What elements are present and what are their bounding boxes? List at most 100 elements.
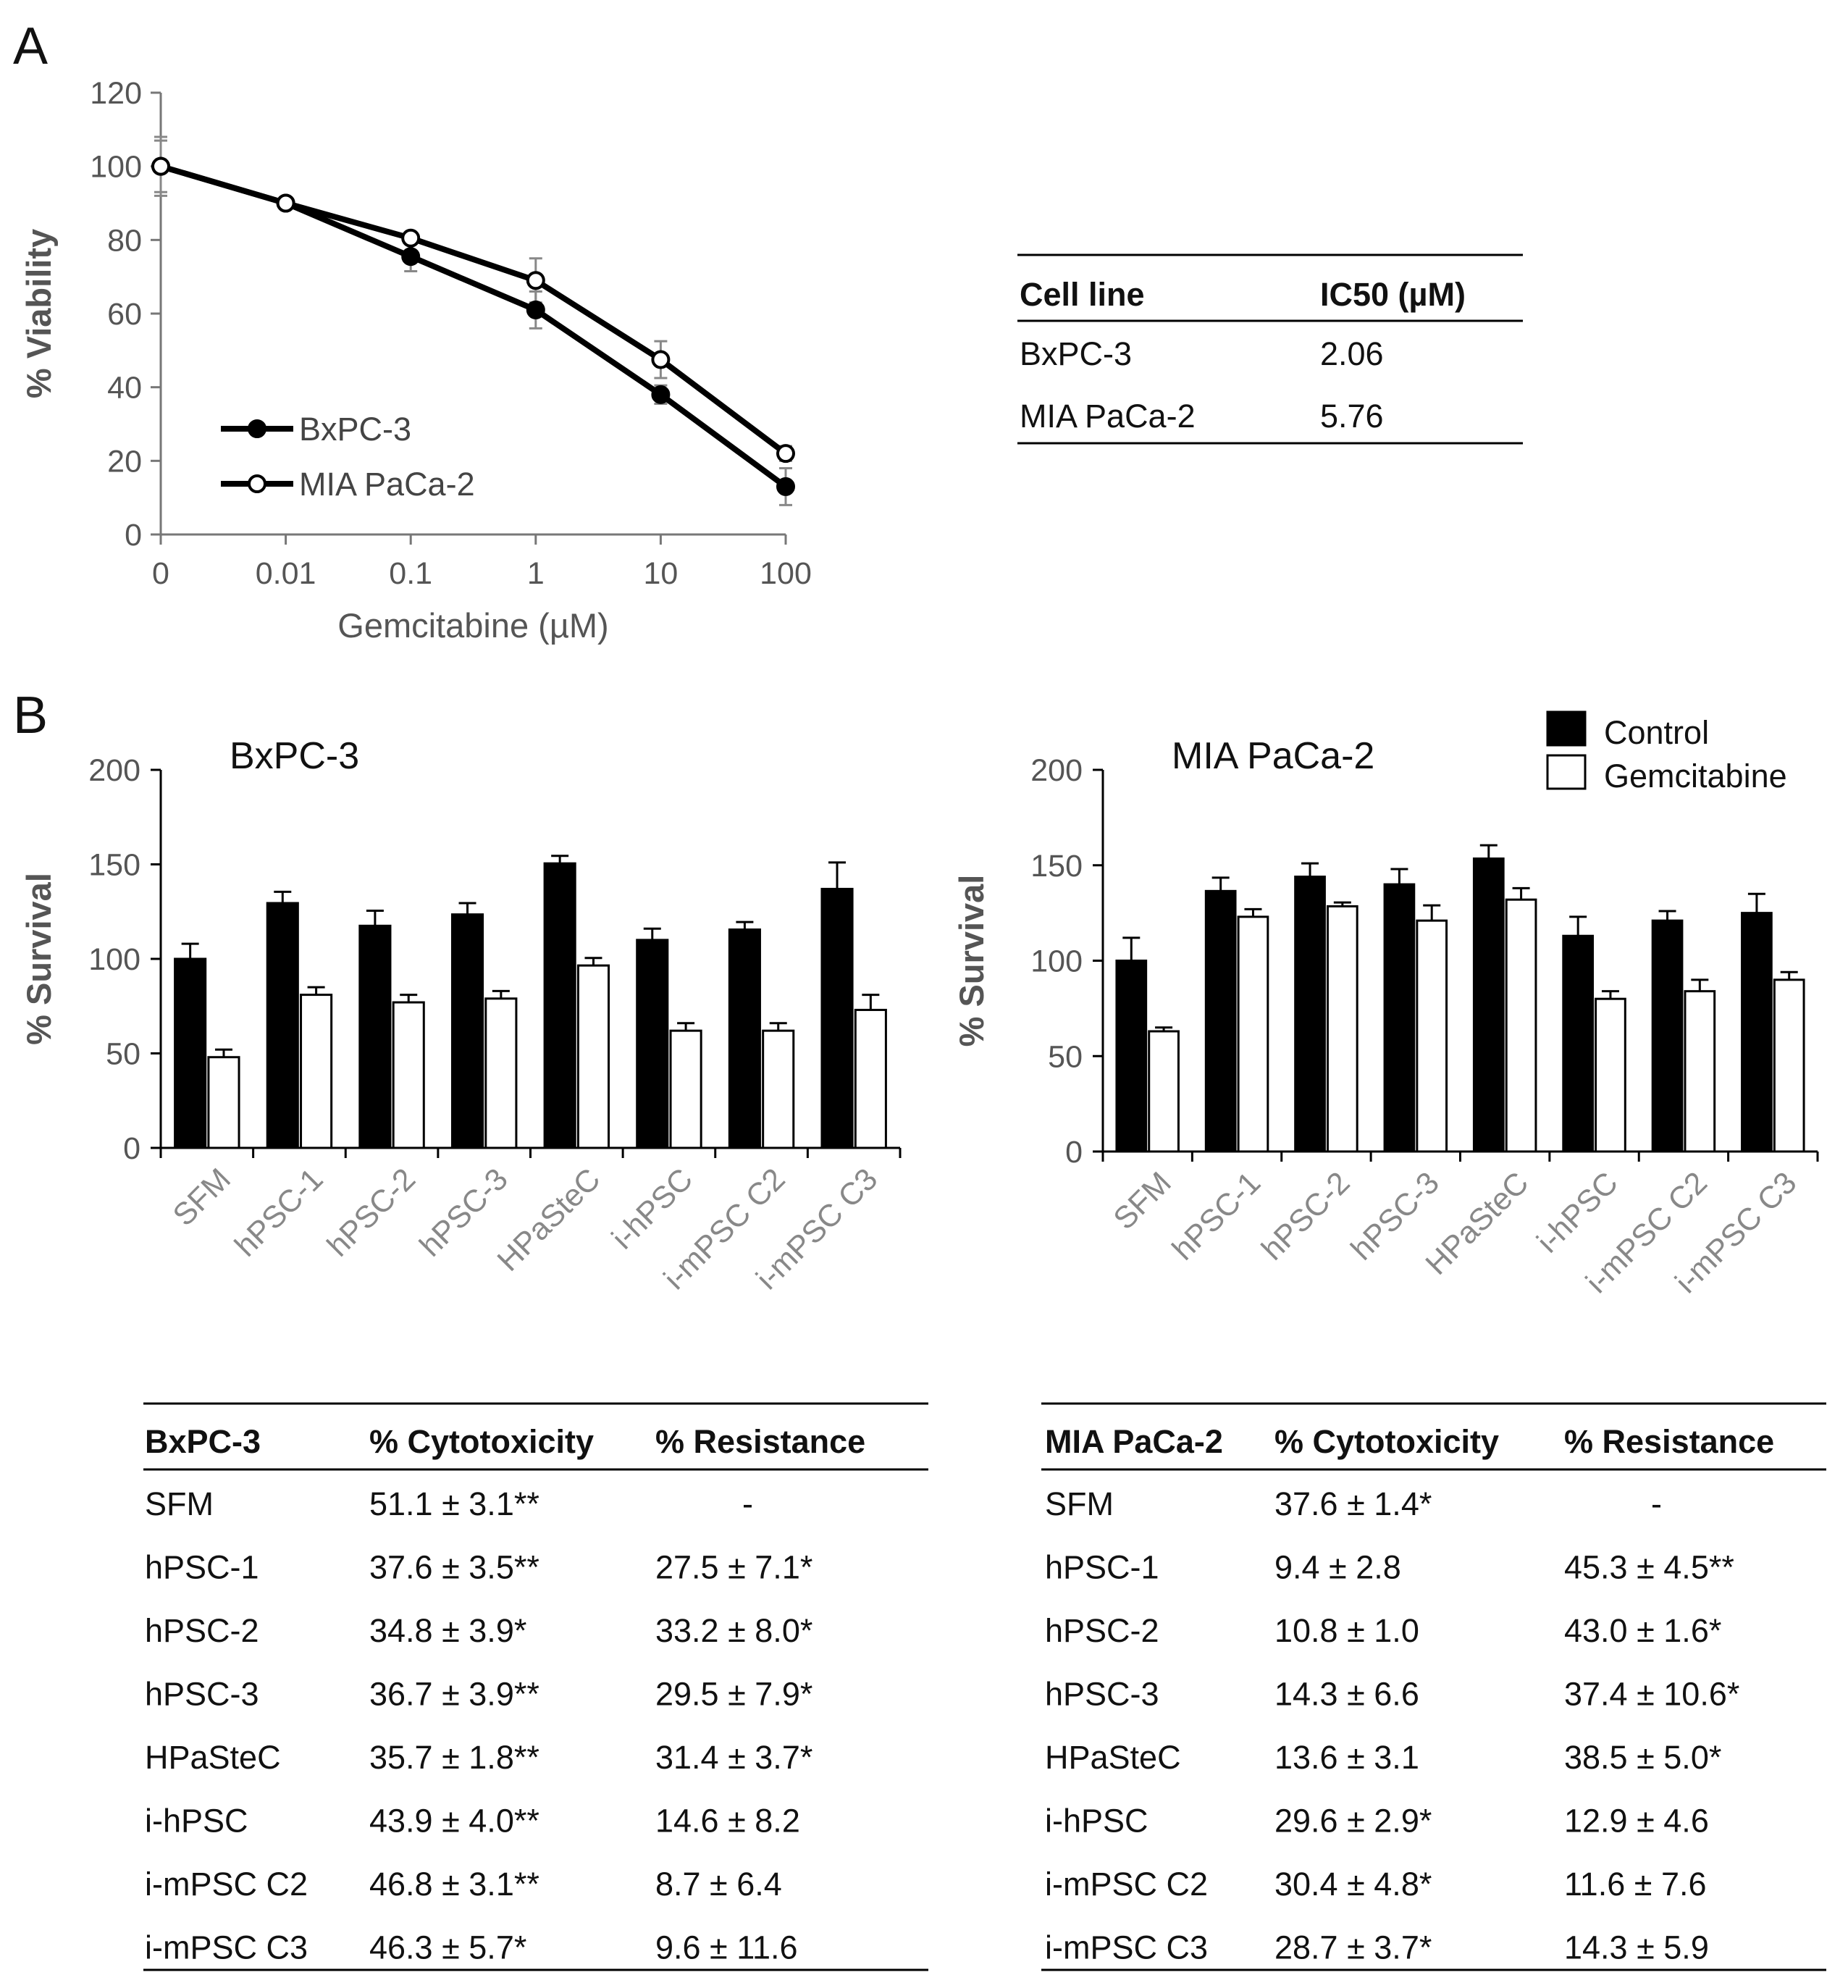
legend-label-control: Control	[1604, 714, 1709, 751]
table-header: % Resistance	[1564, 1423, 1774, 1460]
bar-gemcitabine	[854, 1008, 887, 1149]
bar-gemcitabine	[300, 994, 333, 1149]
bar-gemcitabine	[392, 1001, 425, 1149]
table-cell: 8.7 ± 6.4	[655, 1866, 782, 1903]
table-cell: 37.6 ± 1.4*	[1274, 1485, 1432, 1522]
category-label: hPSC-1	[1166, 1165, 1267, 1267]
table-cell: hPSC-3	[1045, 1676, 1159, 1713]
category-label: hPSC-2	[321, 1162, 422, 1263]
table-header: % Cytotoxicity	[1274, 1423, 1499, 1460]
table-cell: 43.0 ± 1.6*	[1564, 1612, 1721, 1649]
table-cell: 27.5 ± 7.1*	[655, 1549, 812, 1586]
table-cell: 11.6 ± 7.6	[1564, 1866, 1707, 1903]
table-cell: BxPC-3	[1020, 335, 1132, 372]
table-cell: hPSC-2	[145, 1612, 259, 1649]
bar-control	[450, 913, 484, 1149]
panel-label-a: A	[13, 17, 48, 75]
table-cell: -	[1651, 1485, 1662, 1522]
bxpc3-cytotoxicity-table: BxPC-3 % Cytotoxicity % Resistance SFM 51.1 …	[143, 1402, 928, 1971]
table-cell: 12.9 ± 4.6	[1564, 1803, 1709, 1840]
category-label: i-hPSC	[605, 1162, 700, 1256]
y-axis-label: % Survival	[20, 873, 58, 1045]
table-header: Cell line	[1020, 276, 1145, 313]
data-point-1	[526, 271, 545, 290]
y-tick-label: 150	[1030, 849, 1083, 884]
table-cell: hPSC-1	[1045, 1549, 1159, 1586]
table-header: % Cytotoxicity	[369, 1423, 594, 1460]
data-point-0	[401, 247, 421, 267]
y-tick-label: 50	[1048, 1039, 1083, 1074]
data-point-0	[651, 385, 671, 404]
legend-label: BxPC-3	[299, 411, 411, 448]
y-tick-label: 0	[125, 518, 142, 553]
bar-gemcitabine	[1773, 978, 1805, 1153]
x-tick-label: 0.1	[389, 556, 432, 591]
bar-gemcitabine	[1684, 990, 1716, 1153]
table-cell: 37.6 ± 3.5**	[369, 1549, 539, 1586]
category-label: SFM	[1107, 1165, 1178, 1236]
bar-gemcitabine	[762, 1029, 795, 1149]
bar-control	[636, 939, 669, 1149]
bar-control	[728, 928, 761, 1149]
x-axis-label: Gemcitabine (µM)	[337, 606, 608, 645]
y-tick-label: 200	[1030, 753, 1083, 788]
x-tick-label: 10	[643, 556, 678, 591]
table-cell: 36.7 ± 3.9**	[369, 1676, 539, 1713]
bar-gemcitabine	[207, 1056, 240, 1149]
table-cell: hPSC-1	[145, 1549, 259, 1586]
chart-title: BxPC-3	[230, 735, 359, 777]
table-cell: i-hPSC	[145, 1803, 248, 1840]
y-tick-label: 150	[88, 848, 140, 883]
bar-control	[1651, 919, 1684, 1153]
table-cell: 9.6 ± 11.6	[655, 1929, 798, 1966]
table-cell: -	[742, 1485, 753, 1522]
y-axis-label: % Survival	[952, 875, 991, 1047]
legend-swatch-control	[1546, 710, 1587, 747]
table-cell: 9.4 ± 2.8	[1274, 1549, 1401, 1586]
y-tick-label: 20	[107, 444, 142, 479]
data-point-1	[401, 228, 421, 248]
data-point-0	[776, 477, 795, 496]
y-tick-label: 100	[88, 942, 140, 977]
table-cell: 46.3 ± 5.7*	[369, 1929, 526, 1966]
category-label: hPSC-1	[228, 1162, 329, 1263]
table-cell: 29.5 ± 7.9*	[655, 1676, 812, 1713]
table-cell: 37.4 ± 10.6*	[1564, 1676, 1739, 1713]
y-tick-label: 60	[107, 297, 142, 332]
data-point-1	[151, 156, 170, 176]
table-cell: HPaSteC	[1045, 1739, 1181, 1776]
table-cell: 5.76	[1320, 398, 1384, 435]
bar-control	[820, 887, 854, 1149]
legend-swatch-gemcitabine	[1546, 754, 1587, 790]
bar-gemcitabine	[1148, 1030, 1180, 1153]
x-tick-label: 0.01	[256, 556, 316, 591]
table-cell: 10.8 ± 1.0	[1274, 1612, 1419, 1649]
x-tick-label: 100	[760, 556, 812, 591]
data-point-1	[651, 350, 671, 369]
data-point-1	[776, 444, 795, 464]
y-tick-label: 80	[107, 223, 142, 258]
bar-control	[1741, 912, 1773, 1153]
bar-control	[1115, 960, 1148, 1153]
table-cell: 51.1 ± 3.1**	[369, 1485, 539, 1522]
bar-control	[1204, 889, 1237, 1153]
table-cell: 13.6 ± 3.1	[1274, 1739, 1419, 1776]
table-cell: hPSC-2	[1045, 1612, 1159, 1649]
legend-marker	[248, 419, 266, 438]
table-header: BxPC-3	[145, 1423, 261, 1460]
table-cell: 2.06	[1320, 335, 1384, 372]
table-cell: hPSC-3	[145, 1676, 259, 1713]
table-cell: i-mPSC C3	[1045, 1929, 1208, 1966]
legend-marker	[248, 474, 266, 493]
table-header: % Resistance	[655, 1423, 865, 1460]
miapaca2-cytotoxicity-table: MIA PaCa-2 % Cytotoxicity % Resistance SFM 3…	[1041, 1402, 1826, 1971]
bar-gemcitabine	[1326, 905, 1358, 1153]
table-cell: HPaSteC	[145, 1739, 281, 1776]
bar-control	[1562, 934, 1595, 1153]
bar-gemcitabine	[1237, 915, 1269, 1153]
category-label: SFM	[167, 1162, 238, 1233]
table-cell: SFM	[1045, 1485, 1114, 1522]
table-cell: 14.6 ± 8.2	[655, 1803, 800, 1840]
y-tick-label: 50	[106, 1037, 140, 1072]
